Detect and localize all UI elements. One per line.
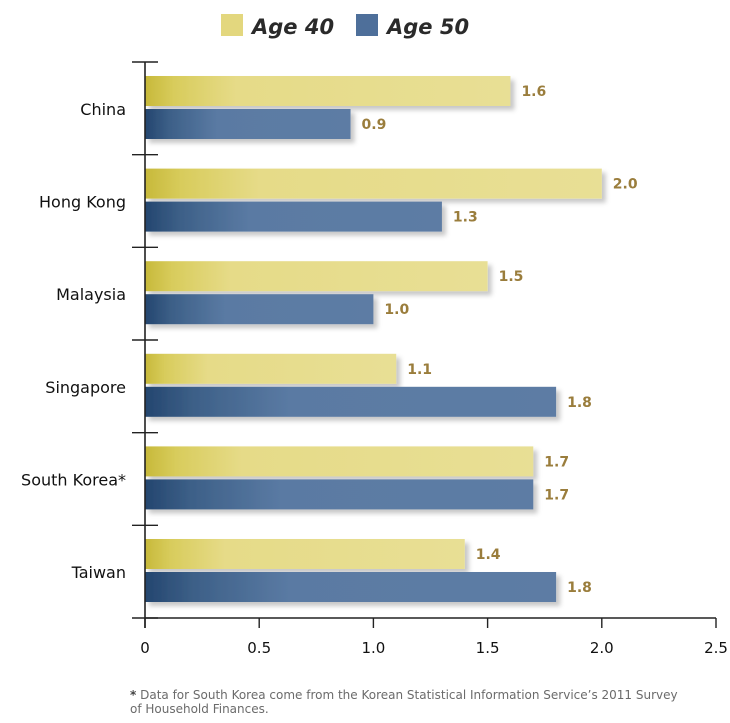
bar-hong-kong-age-50 [145, 201, 442, 232]
category-label-malaysia: Malaysia [56, 285, 126, 304]
x-tick-label: 1.0 [361, 639, 385, 657]
bar-taiwan-age-50 [145, 572, 557, 602]
bar-china-age-40 [145, 76, 511, 106]
category-label-china: China [80, 100, 126, 119]
bar-singapore-age-50 [145, 386, 557, 417]
footnote-text: Data for South Korea come from the Korea… [130, 688, 678, 716]
value-label-hong-kong-age-40: 2.0 [613, 177, 638, 193]
bar-south-korea-age-50 [145, 479, 534, 510]
bar-malaysia-age-50 [145, 294, 374, 325]
bar-malaysia-age-40 [145, 261, 488, 292]
bar-hong-kong-age-40 [145, 168, 602, 199]
value-label-taiwan-age-50: 1.8 [567, 580, 592, 596]
bar-chart: Age 40 Age 50 1.60.92.01.31.51.01.11.81.… [21, 14, 728, 657]
axes: China Hong Kong Malaysia Singapore South Kor… [21, 61, 728, 657]
value-label-malaysia-age-50: 1.0 [384, 302, 409, 318]
category-label-hong-kong: Hong Kong [39, 193, 126, 212]
value-label-hong-kong-age-50: 1.3 [453, 210, 478, 226]
legend-swatch-age-40 [221, 14, 243, 36]
x-tick-label: 2.5 [704, 639, 728, 657]
legend-swatch-age-50 [356, 14, 378, 36]
x-tick-label: 2.0 [590, 639, 614, 657]
x-tick-label: 0.5 [247, 639, 271, 657]
footnote: * Data for South Korea come from the Kor… [130, 688, 690, 716]
category-label-taiwan: Taiwan [71, 563, 126, 582]
value-label-singapore-age-40: 1.1 [407, 362, 432, 378]
value-label-china-age-40: 1.6 [521, 84, 546, 100]
footnote-marker: * [130, 688, 137, 702]
bar-singapore-age-40 [145, 353, 397, 384]
x-tick-label: 0 [140, 639, 150, 657]
value-label-south-korea-age-50: 1.7 [544, 487, 569, 503]
x-tick-label: 1.5 [476, 639, 500, 657]
value-label-malaysia-age-40: 1.5 [499, 269, 524, 285]
category-label-singapore: Singapore [45, 378, 126, 397]
value-label-taiwan-age-40: 1.4 [476, 547, 501, 563]
value-label-south-korea-age-40: 1.7 [544, 454, 569, 470]
bar-china-age-50 [145, 109, 351, 139]
value-label-china-age-50: 0.9 [362, 117, 387, 133]
legend-label-age-40: Age 40 [250, 15, 334, 39]
plot-area: 1.6 0.9 2.0 1.3 1.5 1.0 1.1 1.8 1.7 1.7 1.4 1.8 [145, 76, 638, 602]
bar-south-korea-age-40 [145, 446, 534, 477]
category-label-south-korea: South Korea* [21, 470, 126, 489]
bar-taiwan-age-40 [145, 539, 465, 569]
legend: Age 40 Age 50 [221, 14, 469, 39]
value-label-singapore-age-50: 1.8 [567, 395, 592, 411]
legend-label-age-50: Age 50 [385, 15, 469, 39]
